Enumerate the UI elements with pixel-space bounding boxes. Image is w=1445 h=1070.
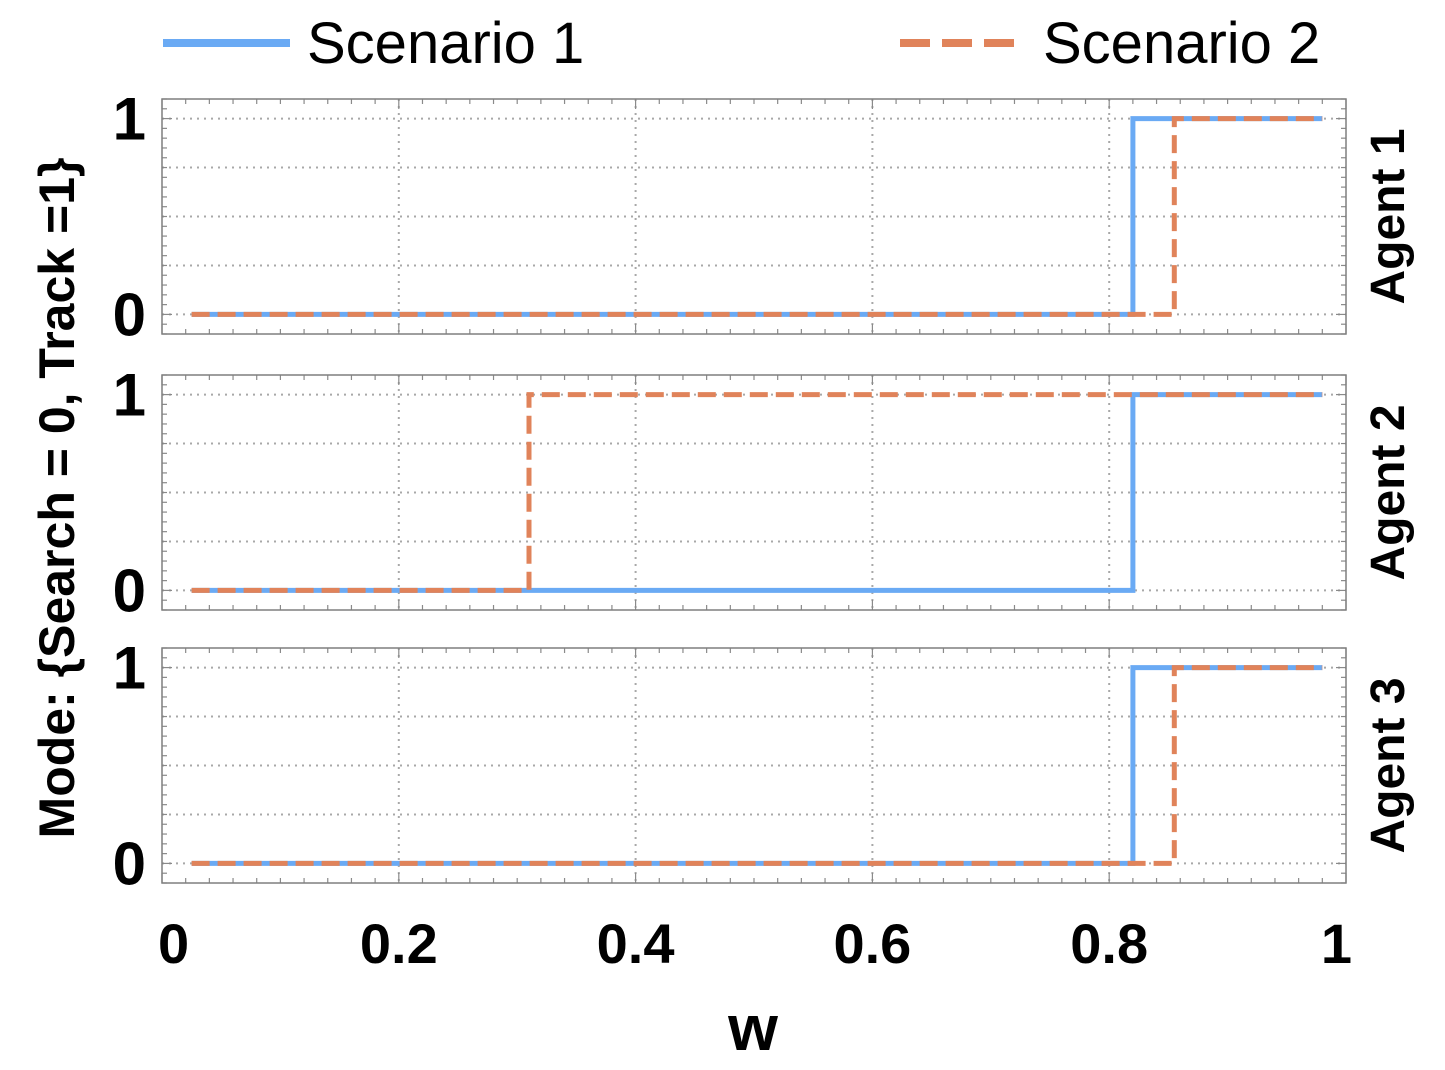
- y-tick-label: 0: [113, 281, 146, 348]
- y-axis-label: Mode: {Search = 0, Track =1}: [29, 158, 85, 839]
- y-tick-label: 1: [113, 86, 146, 153]
- y-tick-label: 0: [113, 557, 146, 624]
- legend-item-2: Scenario 2: [900, 11, 1320, 76]
- panel-label: Agent 2: [1362, 404, 1415, 580]
- x-tick-label: 0.2: [360, 912, 438, 975]
- legend-item-1: Scenario 1: [163, 11, 584, 76]
- x-axis-ticks: 0 0.2 0.4 0.6 0.8 1: [158, 912, 1352, 975]
- x-tick-label: 0.4: [597, 912, 675, 975]
- legend: Scenario 1 Scenario 2: [163, 11, 1320, 76]
- panels: 0 1 Agent 1 0 1 Agent 2 0 1 Agent 3: [113, 86, 1415, 898]
- x-tick-label: 0.6: [833, 912, 911, 975]
- panel-2: 0 1 Agent 2: [113, 362, 1415, 625]
- panel-frame: [161, 374, 1347, 611]
- series-line-scenario-2: [191, 665, 1323, 866]
- x-tick-label: 0: [158, 912, 189, 975]
- panel-frame: [161, 647, 1347, 884]
- series-line-scenario-1: [191, 116, 1323, 317]
- panel-label: Agent 1: [1362, 128, 1415, 304]
- series-line-scenario-2: [191, 392, 1323, 593]
- panel-3: 0 1 Agent 3: [113, 635, 1415, 898]
- series-line-scenario-1: [191, 665, 1323, 866]
- series-line-scenario-1: [191, 392, 1323, 593]
- panel-1: 0 1 Agent 1: [113, 86, 1415, 349]
- x-tick-label: 0.8: [1070, 912, 1148, 975]
- panel-label: Agent 3: [1362, 677, 1415, 853]
- x-axis-label: w: [727, 992, 778, 1064]
- y-tick-label: 0: [113, 830, 146, 897]
- x-tick-label: 1: [1321, 912, 1352, 975]
- y-tick-label: 1: [113, 635, 146, 702]
- legend-label-2: Scenario 2: [1043, 11, 1320, 76]
- panel-frame: [161, 98, 1347, 335]
- series-line-scenario-2: [191, 116, 1323, 317]
- y-tick-label: 1: [113, 362, 146, 429]
- legend-label-1: Scenario 1: [307, 11, 584, 76]
